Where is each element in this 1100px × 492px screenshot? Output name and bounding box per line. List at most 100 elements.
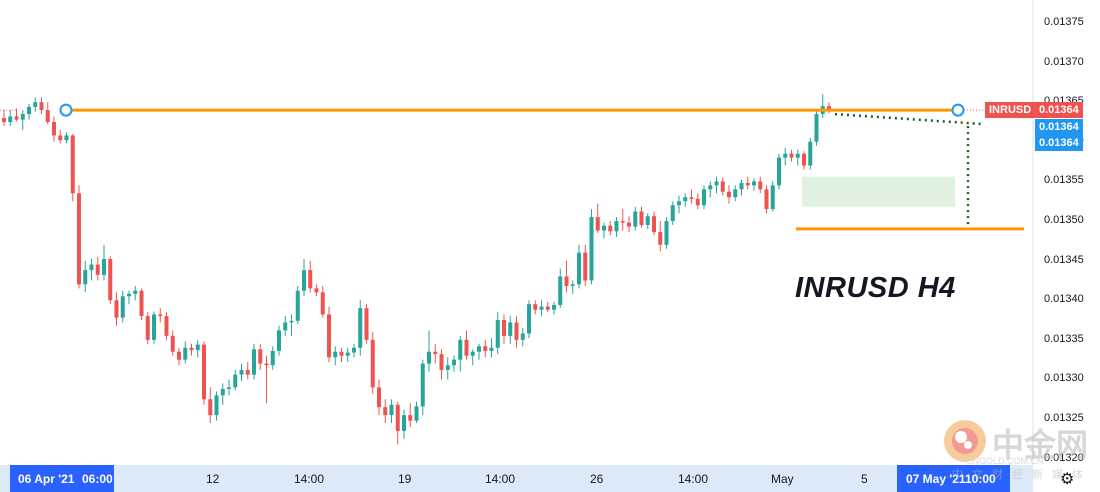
candle [89, 259, 94, 281]
candle [770, 181, 775, 212]
time-tick-label: 10:00 [965, 472, 996, 486]
candle [102, 244, 106, 281]
candle [27, 103, 31, 120]
resistance-anchor-left[interactable] [59, 103, 73, 117]
candle [695, 193, 700, 210]
time-tick-label: May [771, 472, 794, 486]
candle [827, 102, 831, 114]
candle [70, 133, 75, 202]
candle [470, 349, 475, 366]
candle [327, 306, 331, 363]
candle [58, 129, 63, 144]
time-tick-label: 14:00 [678, 472, 709, 486]
time-tick-label: 14:00 [485, 472, 516, 486]
candle [795, 149, 800, 166]
candle [345, 347, 350, 363]
candle [720, 177, 725, 196]
candle [127, 290, 131, 305]
candle [64, 132, 69, 144]
candle [820, 94, 825, 119]
candle [145, 312, 150, 344]
candle [395, 401, 400, 445]
price-tick-label: 0.01350 [1044, 214, 1084, 226]
settings-gear-icon[interactable]: ⚙ [1060, 471, 1075, 488]
candle [314, 284, 319, 297]
candle [583, 244, 588, 286]
candle [252, 343, 256, 380]
candle [445, 357, 450, 380]
candles-layer [2, 94, 831, 445]
candle [95, 256, 100, 281]
candle [333, 346, 338, 366]
candle [245, 362, 250, 380]
candle [739, 179, 744, 196]
candle [370, 331, 375, 394]
candle [570, 280, 575, 294]
time-axis-highlight [10, 465, 114, 492]
candle [408, 403, 413, 427]
candle [458, 335, 463, 372]
price-tick-label: 0.01345 [1044, 253, 1084, 266]
candle [683, 193, 688, 207]
time-tick-label: 26 [590, 472, 604, 486]
consolidation-box-layer [802, 176, 955, 207]
candle [227, 379, 231, 396]
candle [208, 387, 213, 424]
candle [802, 151, 806, 170]
candle [452, 355, 456, 372]
candle [814, 110, 819, 146]
candle [727, 185, 731, 204]
candle [670, 201, 675, 225]
candle [745, 176, 750, 190]
candle [777, 153, 781, 190]
candle [33, 97, 38, 112]
candle [233, 369, 238, 391]
candle [177, 347, 181, 366]
candle [708, 181, 713, 198]
candle [264, 355, 269, 404]
candle [702, 185, 706, 210]
candle [183, 341, 188, 364]
time-axis-highlight [897, 465, 1010, 492]
candle [477, 343, 481, 360]
candle [8, 110, 13, 126]
resistance-anchor-right[interactable] [951, 103, 965, 117]
candle [339, 347, 344, 363]
candle [270, 346, 275, 370]
candle [658, 221, 663, 252]
candle [39, 97, 44, 115]
candle [514, 316, 519, 348]
candle [633, 206, 638, 231]
candle [195, 339, 200, 358]
time-tick-label: 14:00 [294, 472, 325, 486]
price-tick-label: 0.01370 [1044, 55, 1084, 68]
candle [564, 260, 569, 293]
candle [677, 195, 681, 214]
price-tick-label: 0.01325 [1044, 412, 1084, 425]
price-tick-label: 0.01355 [1044, 174, 1084, 187]
candle [414, 401, 419, 424]
candle [483, 339, 488, 358]
candle [14, 108, 19, 122]
candle [427, 330, 431, 372]
candle [108, 255, 113, 305]
time-axis[interactable] [0, 465, 1033, 492]
candle [383, 399, 388, 424]
candle [77, 185, 81, 289]
candle [302, 259, 306, 297]
candle [214, 391, 219, 421]
candle [439, 349, 444, 380]
candle [464, 330, 469, 360]
candle [402, 409, 406, 439]
candle [158, 308, 163, 323]
candle [277, 325, 281, 356]
candle [164, 312, 169, 340]
candle [589, 209, 594, 285]
candle [20, 110, 25, 130]
candle [789, 149, 794, 162]
watermark-domain: CNGOLD.COM.CN [966, 456, 1044, 466]
candle [552, 301, 556, 315]
candle [508, 316, 513, 344]
